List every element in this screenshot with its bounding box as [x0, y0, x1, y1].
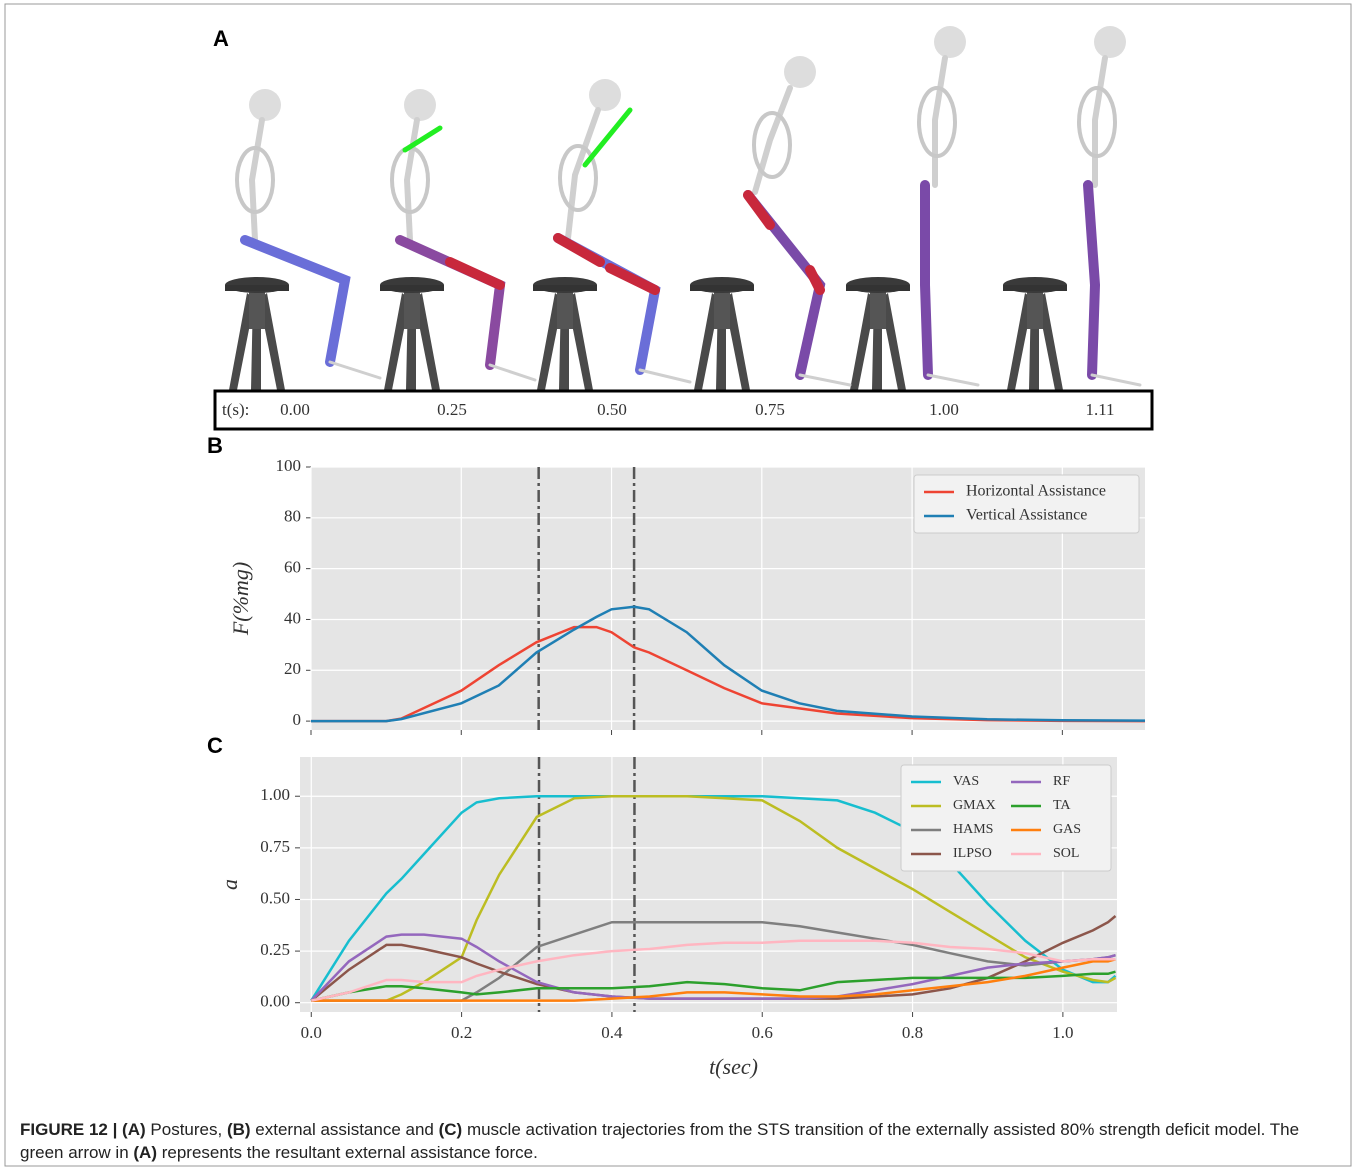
- y-tick-label: 0.00: [260, 992, 290, 1011]
- time-label: t(s):: [222, 400, 249, 419]
- legend-label: SOL: [1053, 846, 1079, 861]
- time-value: 1.11: [1085, 400, 1114, 419]
- caption-segment: Postures,: [146, 1120, 227, 1139]
- caption-segment: external assistance and: [251, 1120, 439, 1139]
- legend-label: Vertical Assistance: [966, 507, 1087, 524]
- y-tick-label: 80: [284, 507, 301, 526]
- caption-segment: (C): [439, 1120, 463, 1139]
- time-value: 0.00: [280, 400, 310, 419]
- panel-label: B: [207, 433, 223, 458]
- legend-label: ILPSO: [953, 846, 992, 861]
- y-tick-label: 0.25: [260, 940, 290, 959]
- y-tick-label: 40: [284, 608, 301, 627]
- posture-illustrations: [225, 26, 1140, 390]
- x-tick-label: 0.0: [301, 1023, 322, 1042]
- caption: FIGURE 12 | (A) Postures, (B) external a…: [20, 1118, 1340, 1164]
- x-axis-label: t(sec): [709, 1054, 758, 1079]
- figure-canvas: A B C t(s): 0.00 0.25 0.50 0.75 1.00 1.11 0 20…: [0, 0, 1357, 1169]
- y-tick-label: 60: [284, 558, 301, 577]
- x-tick-label: 0.8: [902, 1023, 923, 1042]
- y-tick-label: 1.00: [260, 785, 290, 804]
- caption-segment: (A): [133, 1143, 157, 1162]
- time-value: 0.75: [755, 400, 785, 419]
- caption-segment: (B): [227, 1120, 251, 1139]
- y-tick-label: 100: [276, 456, 302, 475]
- time-value: 0.50: [597, 400, 627, 419]
- legend-label: TA: [1053, 798, 1071, 813]
- x-tick-label: 0.2: [451, 1023, 472, 1042]
- panel-label: C: [207, 733, 223, 758]
- y-axis-label: a: [217, 879, 242, 890]
- time-value: 1.00: [929, 400, 959, 419]
- figure: A B C t(s): 0.00 0.25 0.50 0.75 1.00 1.11 0 20…: [0, 0, 1357, 1169]
- panel-label: A: [213, 26, 229, 51]
- time-values: 0.00 0.25 0.50 0.75 1.00 1.11: [280, 400, 1114, 419]
- caption-segment: represents the resultant external assist…: [157, 1143, 538, 1162]
- legend-label: RF: [1053, 774, 1070, 789]
- y-tick-label: 0: [293, 710, 302, 729]
- legend-label: GMAX: [953, 798, 996, 813]
- legend-label: GAS: [1053, 822, 1081, 837]
- caption-segment: FIGURE 12 | (A): [20, 1120, 146, 1139]
- legend-label: Horizontal Assistance: [966, 483, 1106, 500]
- time-box: [215, 391, 1152, 429]
- x-tick-label: 0.4: [601, 1023, 623, 1042]
- x-tick-label: 0.6: [752, 1023, 773, 1042]
- time-value: 0.25: [437, 400, 467, 419]
- y-tick-label: 20: [284, 659, 301, 678]
- y-tick-label: 0.75: [260, 837, 290, 856]
- y-axis-label: F(%mg): [228, 562, 253, 636]
- legend-label: VAS: [953, 774, 979, 789]
- y-tick-label: 0.50: [260, 888, 290, 907]
- x-tick-label: 1.0: [1052, 1023, 1073, 1042]
- legend-label: HAMS: [953, 822, 993, 837]
